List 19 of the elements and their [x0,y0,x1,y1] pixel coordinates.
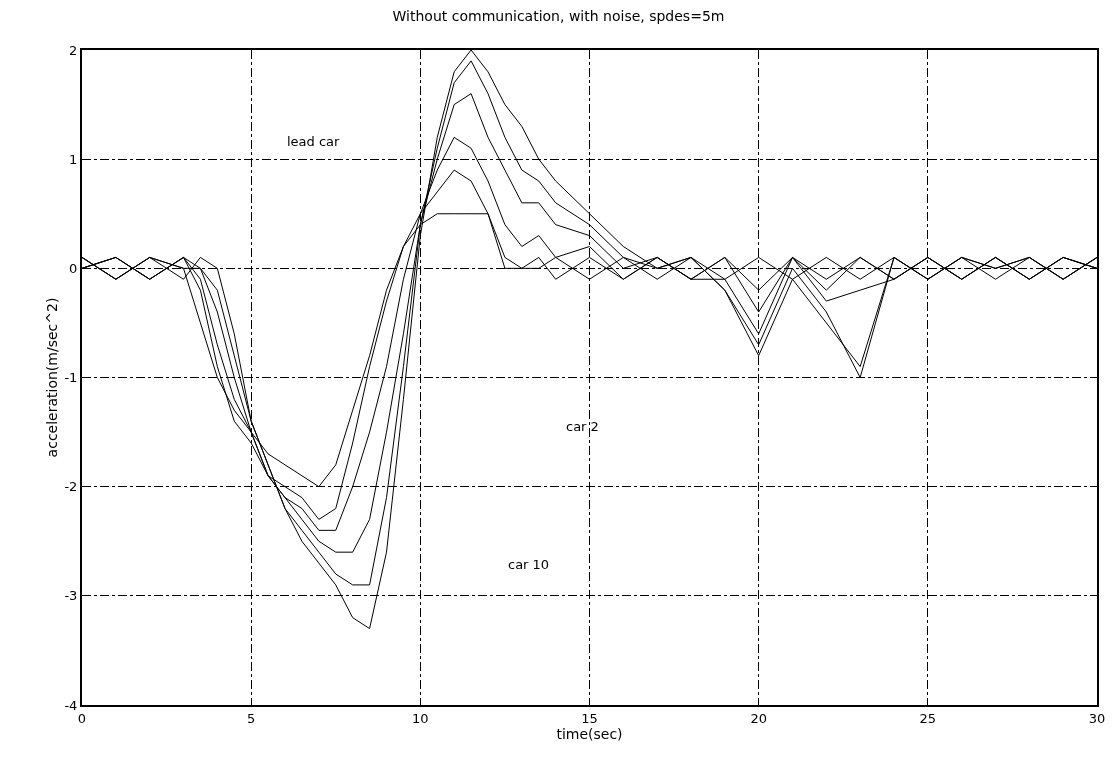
y-tick-label: -4 [64,697,78,713]
chart-title: Without communication, with noise, spdes=5m [392,8,725,25]
y-axis-title: acceleration(m/sec^2) [43,297,60,458]
x-tick-label: 15 [581,710,598,726]
annotation: lead car [287,134,341,149]
y-tick-label: 1 [69,151,78,167]
annotation: car 2 [566,419,599,434]
y-tick-label: 2 [69,42,78,58]
x-tick-label: 5 [247,710,256,726]
x-tick-label: 25 [919,710,937,726]
y-tick-label: -3 [64,588,78,604]
x-tick-label: 30 [1088,710,1106,726]
x-axis-title: time(sec) [556,725,623,742]
annotation: car 10 [508,557,550,572]
y-tick-label: 0 [69,260,78,276]
x-tick-label: 10 [412,710,429,726]
x-tick-label: 20 [750,710,767,726]
y-tick-label: -1 [64,370,78,386]
y-tick-label: -2 [64,479,78,495]
